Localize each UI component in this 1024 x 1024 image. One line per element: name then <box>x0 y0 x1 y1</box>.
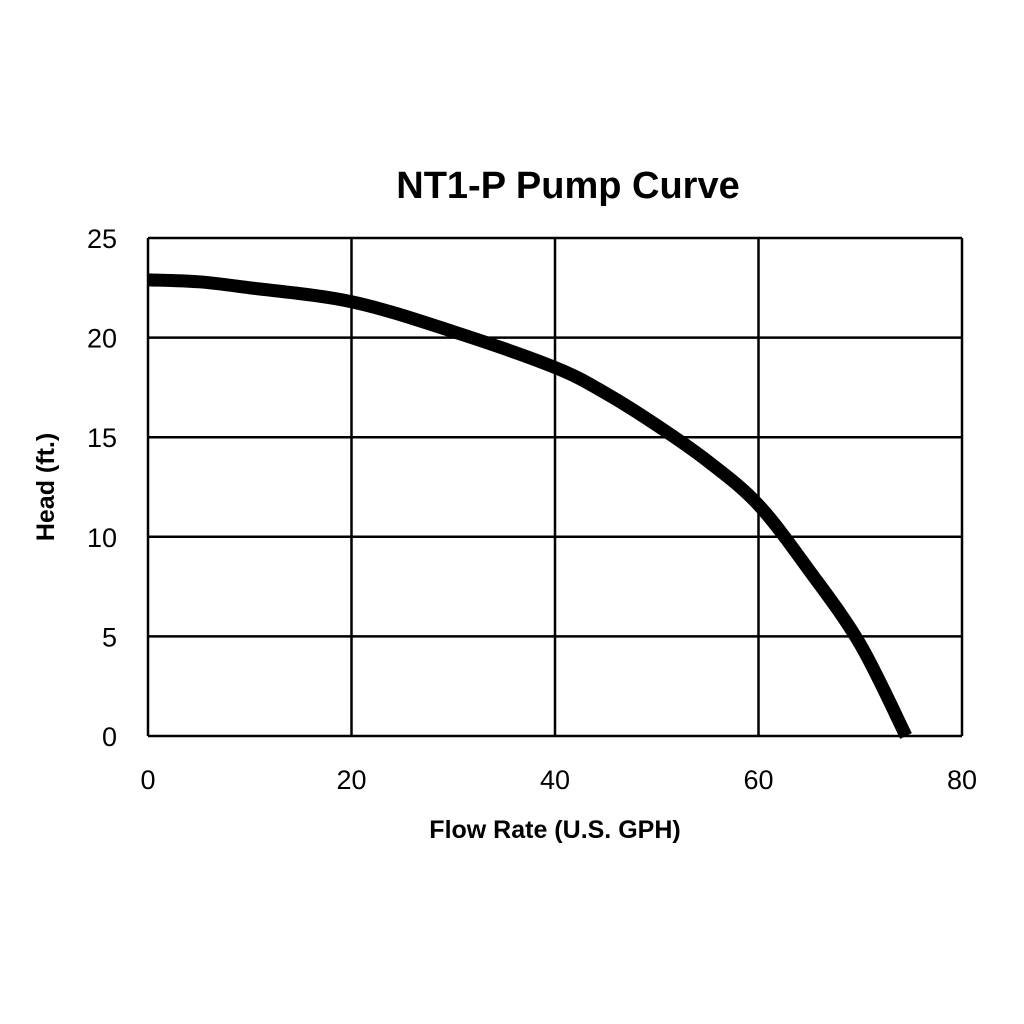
y-axis-label: Head (ft.) <box>32 433 60 541</box>
x-tick-label: 60 <box>743 765 773 795</box>
y-tick-label: 0 <box>102 722 117 752</box>
y-tick-label: 25 <box>87 224 117 254</box>
x-tick-label: 20 <box>336 765 366 795</box>
y-axis-ticks: 0 5 10 15 20 25 <box>87 224 117 752</box>
x-tick-label: 0 <box>140 765 155 795</box>
pump-curve-line <box>147 273 912 739</box>
chart-title: NT1-P Pump Curve <box>396 165 739 207</box>
x-axis-ticks: 0 20 40 60 80 <box>140 765 977 795</box>
grid <box>146 236 964 738</box>
y-tick-label: 10 <box>87 523 117 553</box>
x-axis-label: Flow Rate (U.S. GPH) <box>429 816 680 844</box>
y-tick-label: 20 <box>87 324 117 354</box>
x-tick-label: 40 <box>540 765 570 795</box>
y-tick-label: 15 <box>87 423 117 453</box>
y-tick-label: 5 <box>102 622 117 652</box>
x-tick-label: 80 <box>947 765 977 795</box>
